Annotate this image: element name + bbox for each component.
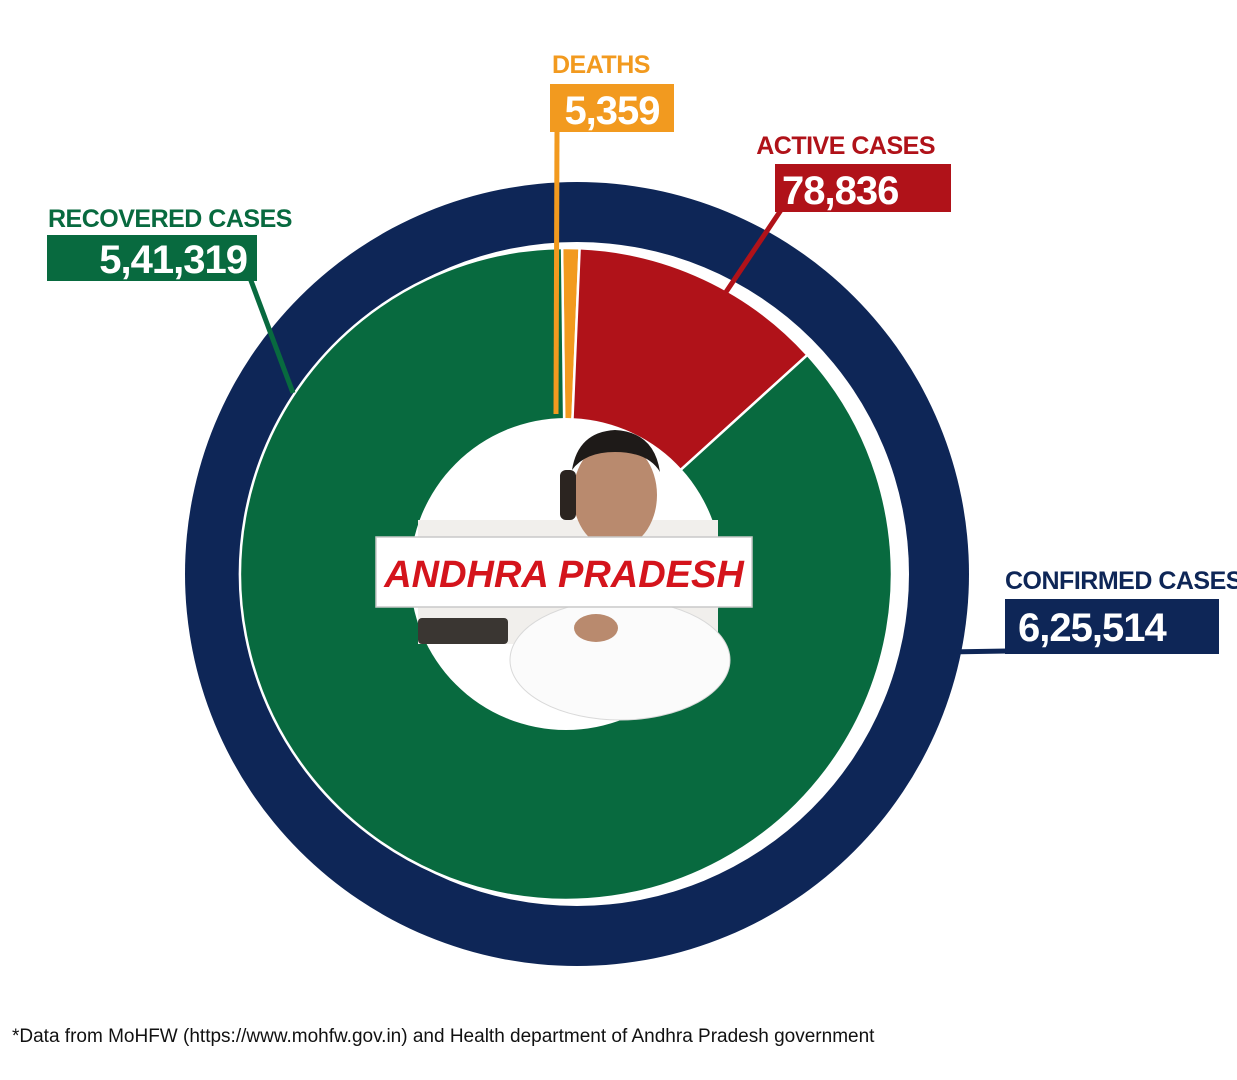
- confirmed-cases-value: 6,25,514: [1018, 606, 1167, 650]
- confirmed-cases-value-box: [1005, 599, 1219, 654]
- active-cases-label: ACTIVE CASES: [756, 132, 935, 160]
- recovered-cases-value: 5,41,319: [99, 238, 247, 282]
- deaths-leader-line: [553, 129, 560, 415]
- recovered-leader-line: [247, 277, 296, 394]
- donut-chart: ANDHRA PRADESH DEATHS 5,359 ACTIVE CASES…: [47, 51, 1237, 966]
- recovered-cases-label: RECOVERED CASES: [48, 205, 292, 233]
- recovered-cases-value-box: [47, 235, 257, 281]
- deaths-label: DEATHS: [552, 51, 650, 79]
- active-cases-value: 78,836: [782, 169, 898, 213]
- center-title: ANDHRA PRADESH: [383, 554, 745, 596]
- active-cases-value-box: [775, 164, 951, 212]
- active-leader-line: [719, 208, 784, 300]
- deaths-value-box: [550, 84, 674, 132]
- deaths-value: 5,359: [564, 89, 659, 133]
- confirmed-cases-label: CONFIRMED CASES: [1005, 567, 1237, 595]
- center-title-box: [375, 536, 753, 608]
- footnote: *Data from MoHFW (https://www.mohfw.gov.…: [12, 1026, 875, 1047]
- confirmed-leader-line: [945, 648, 1009, 655]
